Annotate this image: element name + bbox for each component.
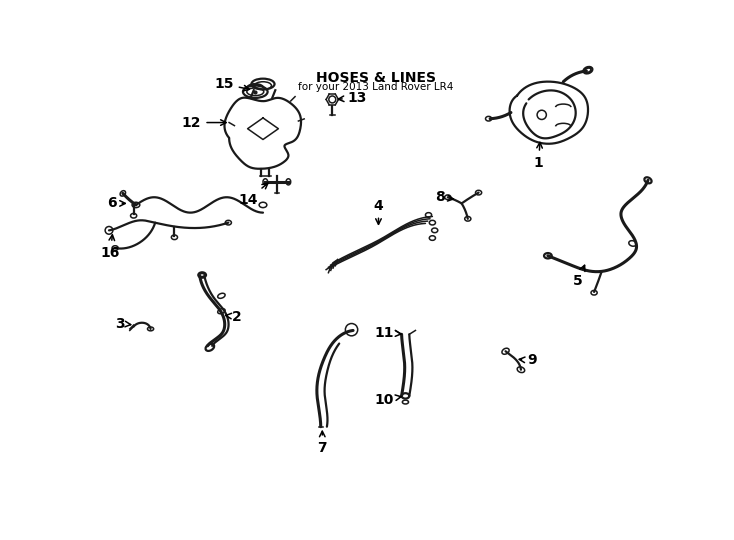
Text: 6: 6 bbox=[107, 197, 126, 211]
Text: 12: 12 bbox=[182, 116, 226, 130]
Text: 1: 1 bbox=[534, 143, 543, 170]
Text: for your 2013 Land Rover LR4: for your 2013 Land Rover LR4 bbox=[299, 82, 454, 92]
Text: 15: 15 bbox=[214, 77, 250, 91]
Text: 10: 10 bbox=[374, 393, 401, 407]
Text: 8: 8 bbox=[435, 190, 454, 204]
Text: 3: 3 bbox=[115, 316, 131, 330]
Text: 5: 5 bbox=[573, 265, 585, 288]
Text: 9: 9 bbox=[519, 354, 537, 368]
Text: 4: 4 bbox=[374, 199, 383, 224]
Text: 7: 7 bbox=[318, 431, 327, 455]
Text: 14: 14 bbox=[238, 183, 268, 207]
Text: 13: 13 bbox=[338, 91, 367, 105]
Text: 16: 16 bbox=[101, 235, 120, 260]
Text: HOSES & LINES: HOSES & LINES bbox=[316, 71, 436, 85]
Text: 11: 11 bbox=[374, 326, 401, 340]
Text: 2: 2 bbox=[226, 309, 242, 323]
